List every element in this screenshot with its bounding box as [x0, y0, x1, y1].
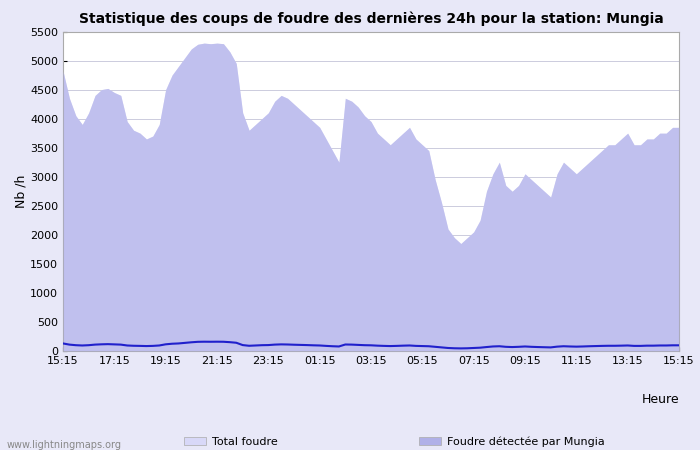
Text: www.lightningmaps.org: www.lightningmaps.org	[7, 440, 122, 450]
Text: Heure: Heure	[641, 392, 679, 405]
Title: Statistique des coups de foudre des dernières 24h pour la station: Mungia: Statistique des coups de foudre des dern…	[78, 12, 664, 26]
Legend: Total foudre, Moyenne de toutes les stations, Foudre détectée par Mungia: Total foudre, Moyenne de toutes les stat…	[179, 432, 609, 450]
Y-axis label: Nb /h: Nb /h	[14, 175, 27, 208]
